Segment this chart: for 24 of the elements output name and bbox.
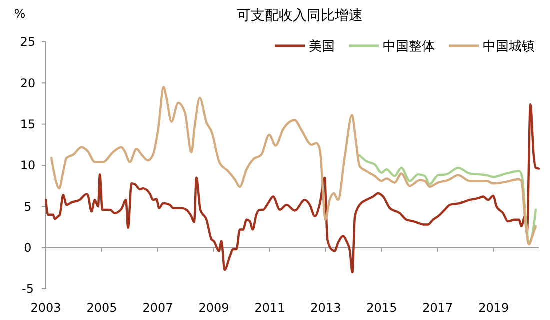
x-tick-label: 2015 [366, 301, 398, 315]
chart-title: 可支配收入同比增速 [237, 8, 363, 24]
y-tick-label: 25 [20, 35, 36, 50]
y-axis-title: % [14, 7, 26, 21]
y-tick-label: 15 [20, 118, 36, 132]
x-tick-label: 2007 [142, 301, 174, 315]
x-tick-label: 2005 [86, 301, 118, 315]
x-tick-label: 2019 [478, 301, 510, 315]
y-tick-label: -5 [22, 282, 34, 296]
line-series [358, 154, 538, 244]
y-tick-label: 0 [24, 241, 32, 256]
legend-label: 中国城镇 [483, 40, 535, 55]
y-tick-label: 5 [24, 200, 32, 214]
y-tick-label: 20 [20, 76, 36, 90]
legend-label: 美国 [309, 38, 335, 55]
x-tick-label: 2013 [310, 301, 342, 315]
x-tick-label: 2017 [422, 301, 454, 315]
y-tick-label: 10 [20, 158, 36, 173]
legend-label: 中国整体 [383, 40, 435, 55]
x-tick-label: 2003 [30, 301, 62, 315]
line-series [50, 86, 538, 246]
line-series [44, 103, 540, 274]
x-tick-label: 2009 [198, 301, 230, 315]
x-tick-label: 2011 [254, 301, 286, 315]
